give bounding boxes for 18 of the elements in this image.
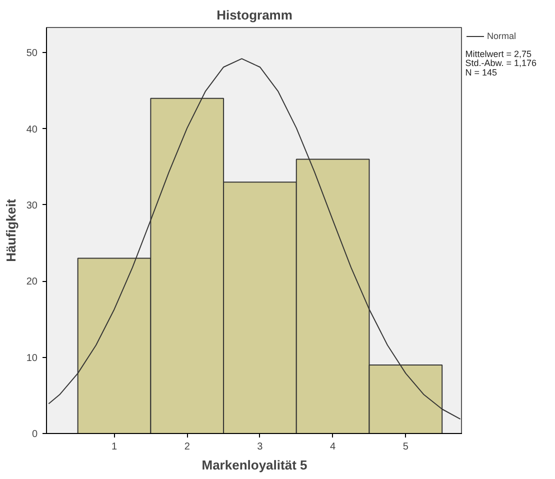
x-axis-title: Markenloyalität 5 [202, 458, 308, 472]
text: Mittelwert = 2,75 [465, 48, 532, 59]
y-tick-label: 40 [26, 124, 38, 136]
y-tick-label: 50 [26, 48, 38, 60]
x-tick-label: 3 [257, 442, 264, 452]
text: Std.-Abw. = 1,176 [465, 58, 537, 68]
y-tick-label: 10 [26, 352, 38, 364]
y-axis-title: Häufigkeit [3, 198, 18, 262]
x-tick-label: 2 [184, 442, 190, 452]
x-tick-label: 5 [402, 442, 409, 452]
y-tick-label: 20 [26, 276, 38, 288]
x-tick-label: 4 [330, 442, 336, 452]
text: N = 145 [465, 68, 498, 78]
chart-title: Histogramm [216, 8, 292, 22]
legend-label: Normal [487, 31, 516, 41]
x-tick-label: 1 [111, 442, 118, 452]
y-tick-label: 0 [32, 429, 38, 440]
y-tick-label: 30 [26, 200, 38, 212]
